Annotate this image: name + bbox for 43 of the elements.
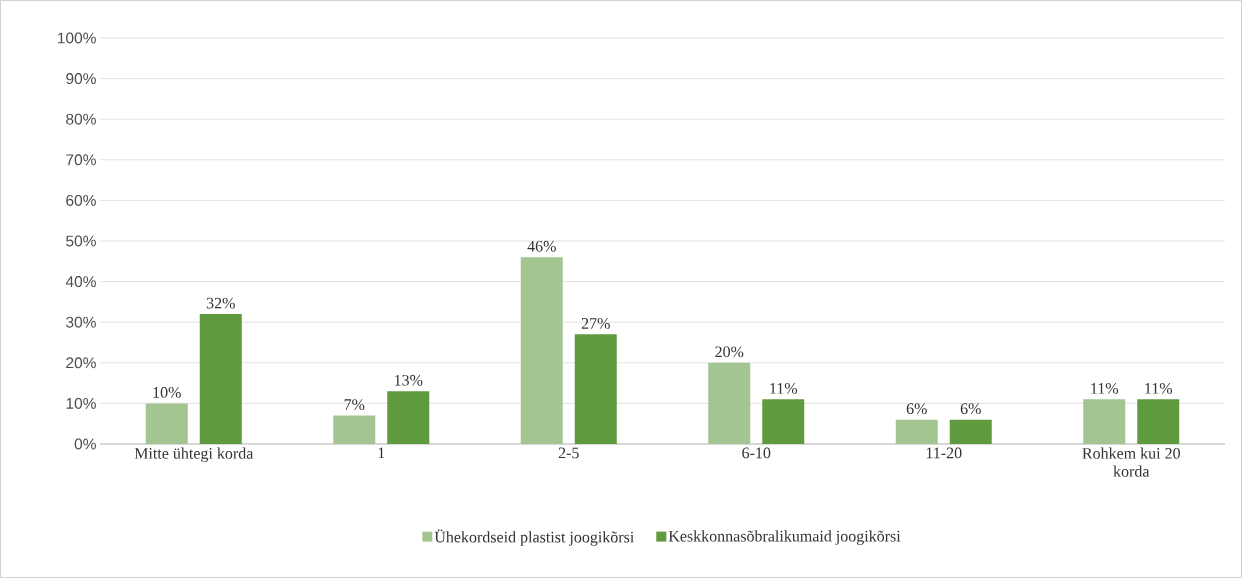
legend-label: Keskkonnasõbralikumaid joogikõrsi xyxy=(668,530,901,545)
legend-label: Ühekordseid plastist joogikõrsi xyxy=(434,529,634,546)
bar xyxy=(520,257,563,444)
y-tick-label: 50% xyxy=(66,235,96,247)
bar xyxy=(333,415,376,444)
y-tick-label: 30% xyxy=(66,316,96,328)
data-label: 11% xyxy=(1145,382,1173,394)
bar xyxy=(708,362,751,444)
data-label: 11% xyxy=(1091,382,1119,394)
bar xyxy=(199,314,242,444)
data-label: 6% xyxy=(906,403,927,415)
data-label: 46% xyxy=(527,240,556,252)
bar xyxy=(949,419,992,444)
y-tick-label: 100% xyxy=(58,32,96,44)
y-tick-label: 0% xyxy=(74,438,96,450)
y-tick-label: 70% xyxy=(66,154,96,166)
x-tick-label: 2-5 xyxy=(558,447,579,459)
y-tick-label: 10% xyxy=(66,397,96,409)
data-label: 7% xyxy=(344,399,365,411)
x-tick-label: 6-10 xyxy=(742,447,771,459)
bar xyxy=(387,391,430,444)
bar xyxy=(574,334,617,444)
x-tick-label: 11-20 xyxy=(926,447,962,459)
data-label: 27% xyxy=(581,317,610,329)
y-tick-label: 80% xyxy=(66,113,96,125)
data-label: 6% xyxy=(960,403,981,415)
data-label: 20% xyxy=(715,346,744,358)
y-tick-label: 60% xyxy=(66,194,96,206)
y-tick-label: 90% xyxy=(66,73,96,85)
data-label: 13% xyxy=(395,374,423,386)
data-label: 32% xyxy=(206,297,235,309)
data-label: 11% xyxy=(770,382,798,394)
bar xyxy=(145,403,188,444)
x-tick-label: Mitte ühtegi korda xyxy=(134,447,254,463)
bar xyxy=(895,419,938,444)
y-tick-label: 40% xyxy=(65,276,96,288)
y-tick-label: 20% xyxy=(66,357,96,369)
x-tick-label: 1 xyxy=(378,447,385,459)
data-label: 10% xyxy=(153,387,181,398)
x-tick-label: Rohkem kui 20 korda xyxy=(1082,447,1180,477)
bar xyxy=(762,399,805,444)
bar xyxy=(1137,399,1180,444)
bar xyxy=(1083,399,1126,444)
